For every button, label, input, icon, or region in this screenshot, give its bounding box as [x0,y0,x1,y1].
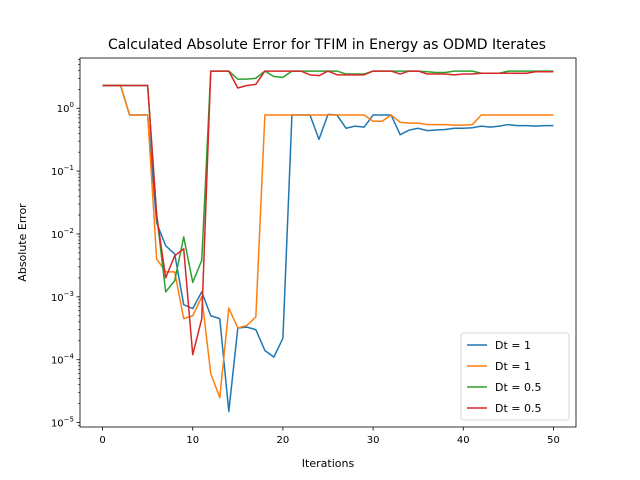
series-line-3 [102,70,554,293]
x-tick-label: 10 [186,435,199,446]
y-tick-label: 10−3 [51,290,74,304]
legend-label: Dt = 1 [495,339,531,352]
series-line-4 [102,70,554,356]
x-tick-label: 0 [99,435,105,446]
y-tick-label: 10−5 [51,416,74,430]
legend-label: Dt = 0.5 [495,402,542,415]
x-tick-label: 20 [277,435,290,446]
legend-box [460,332,570,421]
y-axis-label: Absolute Error [16,203,29,282]
legend: Dt = 1 Dt = 1 Dt = 0.5 Dt = 0.5 [460,332,570,421]
legend-label: Dt = 0.5 [495,381,542,394]
y-tick-label: 10−2 [51,227,74,241]
y-tick-label: 100 [57,101,74,115]
x-axis: 0 10 20 30 40 50 [99,427,560,446]
y-axis: 10−5 10−4 10−3 10−2 10−1 100 [51,59,80,430]
x-tick-label: 50 [547,435,560,446]
chart-title: Calculated Absolute Error for TFIM in En… [108,37,546,53]
x-tick-label: 40 [457,435,470,446]
series-layer [102,70,554,413]
series-line-2 [102,84,554,399]
legend-label: Dt = 1 [495,360,531,373]
y-tick-label: 10−4 [51,353,75,367]
y-tick-label: 10−1 [51,164,74,178]
x-axis-label: Iterations [302,457,355,470]
x-tick-label: 30 [367,435,380,446]
plot-frame [79,57,577,428]
